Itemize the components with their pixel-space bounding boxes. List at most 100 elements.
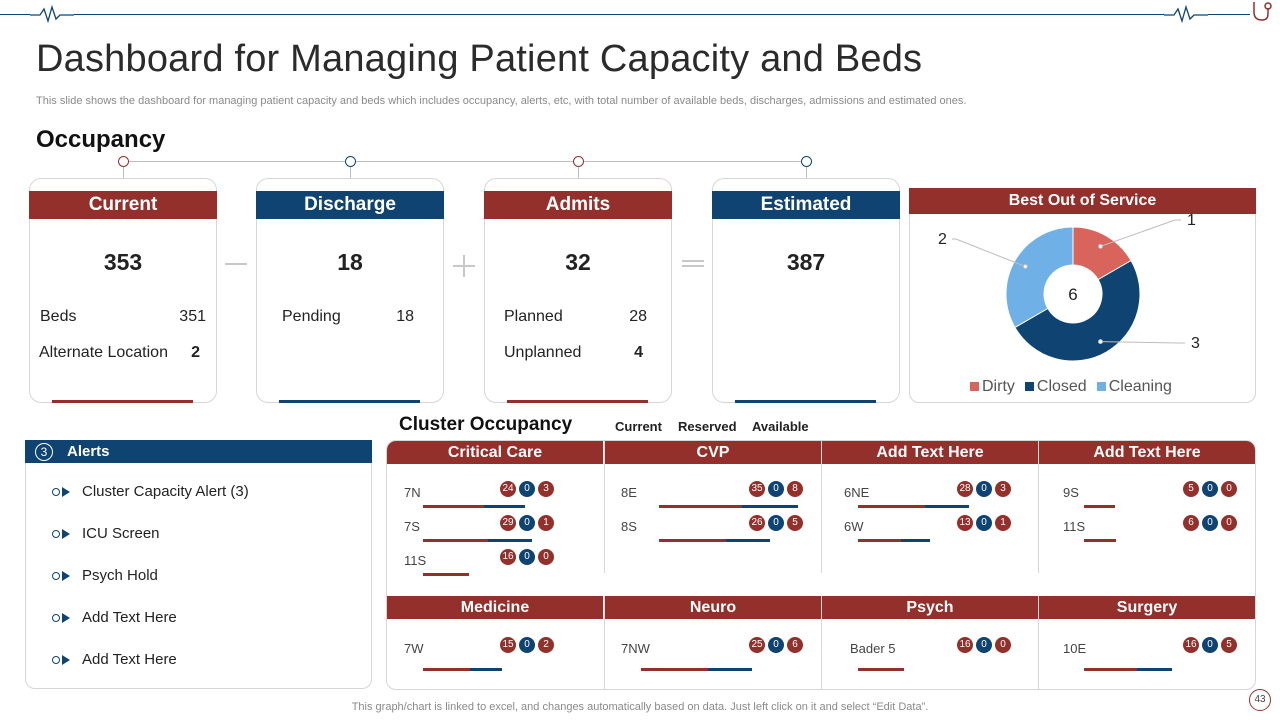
row-value: 4 [634, 344, 643, 361]
stethoscope-icon [1250, 0, 1274, 26]
alert-item[interactable]: Psych Hold [52, 567, 158, 584]
unit-name: 8S [621, 519, 637, 534]
alerts-panel: 3 Alerts Cluster Capacity Alert (3) ICU … [25, 440, 372, 689]
bullet-arrow-icon [52, 486, 70, 497]
panel-header: Best Out of Service [909, 188, 1256, 214]
unit-name: 9S [1063, 485, 1079, 500]
count-badge-current: 15 [500, 637, 516, 653]
cluster-unit-row: 7N 24 0 3 [387, 481, 603, 515]
bar-current [659, 505, 743, 508]
bar-current [423, 668, 471, 671]
cluster-unit-row: 6W 13 0 1 [822, 515, 1038, 549]
unit-name: Bader 5 [850, 641, 896, 656]
count-badge-current: 6 [1183, 515, 1199, 531]
cluster-group-header: Medicine [387, 596, 603, 619]
count-badge-available: 0 [538, 549, 554, 565]
cluster-unit-row: 11S 6 0 0 [1039, 515, 1255, 549]
bar-current [858, 539, 902, 542]
column-divider [604, 596, 605, 689]
alert-item[interactable]: Add Text Here [52, 651, 177, 668]
connector-dot [118, 156, 129, 167]
card-row: Unplanned 4 [504, 344, 643, 362]
count-badge-available: 0 [995, 637, 1011, 653]
count-badge-available: 6 [787, 637, 803, 653]
count-badge-current: 35 [749, 481, 765, 497]
count-badge-available: 5 [787, 515, 803, 531]
unit-name: 7NW [621, 641, 650, 656]
bar-available [901, 539, 931, 542]
cluster-unit-row: 8E 35 0 8 [605, 481, 821, 515]
card-footer-bar [735, 400, 876, 403]
unit-name: 8E [621, 485, 637, 500]
bar-current [423, 573, 470, 576]
bar-current [641, 668, 708, 671]
donut-slice-dirty [1072, 226, 1132, 281]
card-value: 18 [337, 249, 363, 275]
card-header: Estimated [712, 191, 900, 219]
bar-available [725, 539, 771, 542]
cluster-unit-row: Bader 5 16 0 0 [822, 637, 1038, 671]
out-of-service-donut-chart: 6 1 3 2 [938, 214, 1200, 362]
bar-current [1084, 539, 1117, 542]
minus-icon [225, 263, 247, 265]
cluster-group-header: Surgery [1039, 596, 1255, 619]
card-header: Admits [484, 191, 672, 219]
bar-available [924, 505, 970, 508]
top-divider [0, 14, 1262, 15]
alerts-header: 3 Alerts [25, 440, 372, 463]
unit-name: 11S [1063, 519, 1086, 534]
card-header: Current [29, 191, 217, 219]
card-row: Pending 18 [282, 308, 414, 326]
unit-name: 10E [1063, 641, 1087, 656]
connector-dot [801, 156, 812, 167]
cluster-unit-row: 11S 16 0 0 [387, 549, 603, 583]
legend-reserved: Reserved [678, 419, 737, 434]
count-badge-available: 3 [995, 481, 1011, 497]
count-badge-reserved: 0 [519, 637, 535, 653]
cluster-group-header: CVP [605, 441, 821, 464]
row-value: 18 [396, 308, 414, 325]
count-badge-current: 16 [500, 549, 516, 565]
unit-name: 7W [404, 641, 424, 656]
cluster-occupancy-title: Cluster Occupancy [399, 414, 573, 435]
bar-current [1084, 505, 1115, 508]
bar-current [858, 505, 925, 508]
cluster-unit-row: 7W 15 0 2 [387, 637, 603, 671]
count-badge-reserved: 0 [768, 515, 784, 531]
count-badge-available: 0 [1221, 481, 1237, 497]
unit-name: 6W [844, 519, 864, 534]
count-badge-available: 8 [787, 481, 803, 497]
alert-item[interactable]: ICU Screen [52, 525, 160, 542]
row-value: 28 [629, 308, 647, 325]
donut-hole [1044, 265, 1102, 323]
cluster-unit-row: 8S 26 0 5 [605, 515, 821, 549]
row-label: Alternate Location [39, 344, 168, 361]
bullet-arrow-icon [52, 570, 70, 581]
bar-available [1136, 668, 1173, 671]
column-divider [821, 596, 822, 689]
count-badge-reserved: 0 [976, 481, 992, 497]
bar-current [1084, 668, 1137, 671]
bar-available [470, 668, 503, 671]
cluster-group-header: Add Text Here [1039, 441, 1255, 464]
legend-item-closed: Closed [1024, 378, 1087, 396]
bar-current [659, 539, 726, 542]
card-footer-bar [507, 400, 648, 403]
cluster-unit-row: 9S 5 0 0 [1039, 481, 1255, 515]
row-label: Unplanned [504, 344, 582, 361]
alert-item[interactable]: Cluster Capacity Alert (3) [52, 483, 249, 500]
card-value: 387 [786, 249, 826, 275]
count-badge-reserved: 0 [1202, 515, 1218, 531]
cluster-group-header: Add Text Here [822, 441, 1038, 464]
connector-stem [123, 166, 124, 184]
legend-current: Current [615, 419, 662, 434]
count-badge-current: 16 [957, 637, 973, 653]
estimated-card: Estimated 387 [712, 178, 900, 403]
card-header: Discharge [256, 191, 444, 219]
count-badge-available: 1 [538, 515, 554, 531]
count-badge-current: 26 [749, 515, 765, 531]
card-row: Planned 28 [504, 308, 647, 326]
connector-stem [806, 166, 807, 184]
admits-card: Admits 32 Planned 28 Unplanned 4 [484, 178, 672, 403]
alert-item[interactable]: Add Text Here [52, 609, 177, 626]
